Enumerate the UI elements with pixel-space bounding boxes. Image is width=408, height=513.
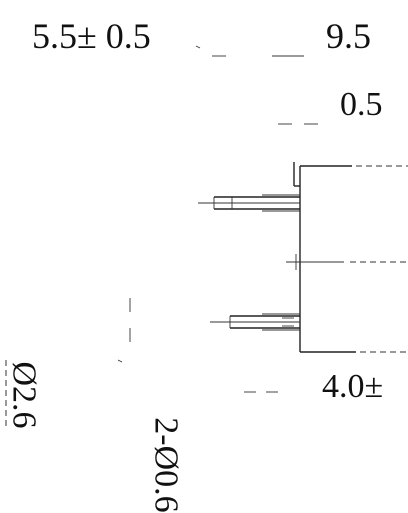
step-dimension-label: 0.5 [340,86,383,123]
top-dimension-label: 9.5 [326,16,371,56]
upper-pin [198,194,300,212]
top-dimension-ticks [195,45,318,125]
component-body [293,162,408,353]
pin-diameter-label: 2-Ø0.6 [147,417,185,513]
left-ticks [117,298,131,363]
lower-pin [210,313,300,331]
width-dimension-label: 5.5± 0.5 [32,16,151,56]
body-diameter-label: Ø2.6 [5,361,43,429]
pitch-dimension-label: 4.0± [322,368,384,405]
center-line [286,254,408,270]
